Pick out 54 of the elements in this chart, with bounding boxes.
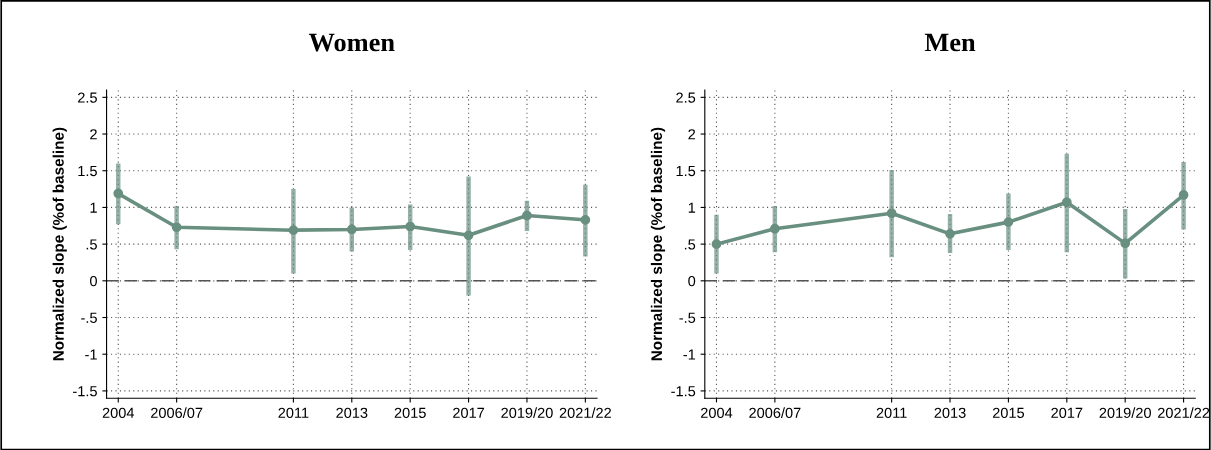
x-tick-label: 2021/22 xyxy=(559,407,611,418)
point xyxy=(1061,197,1072,208)
y-tick-label: -1 xyxy=(683,349,696,360)
point xyxy=(113,188,124,199)
y-axis-title: Normalized slope (%of baseline) xyxy=(52,127,67,361)
point xyxy=(463,230,474,241)
point xyxy=(886,208,897,219)
point xyxy=(1003,217,1014,227)
y-tick-label: 2.5 xyxy=(676,92,696,103)
x-tick-label: 2021/22 xyxy=(1157,407,1210,418)
point xyxy=(288,225,299,236)
x-tick-label: 2019/20 xyxy=(501,407,553,418)
y-tick-label: 1 xyxy=(90,202,97,213)
y-tick-label: 2 xyxy=(688,129,696,140)
y-tick-label: -1.5 xyxy=(671,386,696,397)
point xyxy=(945,228,955,239)
x-tick-label: 2004 xyxy=(700,407,733,418)
y-tick-label: .5 xyxy=(684,239,696,250)
y-tick-label: -.5 xyxy=(81,312,97,323)
point xyxy=(711,239,722,249)
x-tick-label: 2019/20 xyxy=(1099,407,1151,418)
x-tick-label: 2017 xyxy=(453,407,485,418)
point xyxy=(770,223,780,234)
x-tick-label: 2004 xyxy=(102,407,135,418)
x-tick-label: 2006/07 xyxy=(749,407,801,418)
y-tick-label: 1.5 xyxy=(78,165,97,177)
y-tick-label: -.5 xyxy=(679,312,696,323)
y-tick-label: 0 xyxy=(90,275,97,287)
point xyxy=(1178,190,1189,200)
x-tick-label: 2011 xyxy=(876,407,907,418)
point xyxy=(405,221,416,232)
y-tick-label: 2.5 xyxy=(78,92,97,103)
y-tick-label: -1.5 xyxy=(73,386,97,397)
y-tick-label: 0 xyxy=(688,275,696,287)
x-tick-label: 2017 xyxy=(1051,407,1083,418)
x-tick-label: 2011 xyxy=(278,407,309,418)
x-tick-label: 2015 xyxy=(394,407,426,418)
point xyxy=(580,215,591,225)
y-tick-label: .5 xyxy=(86,239,97,250)
y-tick-label: 1.5 xyxy=(676,165,696,177)
chart-title: Women xyxy=(308,33,395,52)
chart-title: Men xyxy=(924,33,976,52)
y-tick-label: -1 xyxy=(85,349,97,360)
y-tick-label: 2 xyxy=(90,129,97,140)
x-tick-label: 2006/07 xyxy=(151,407,203,418)
point xyxy=(1120,238,1131,249)
y-tick-label: 1 xyxy=(688,202,696,213)
point xyxy=(522,210,532,221)
x-tick-label: 2013 xyxy=(934,407,966,418)
x-tick-label: 2015 xyxy=(992,407,1025,418)
point xyxy=(171,222,182,233)
x-tick-label: 2013 xyxy=(336,407,368,418)
point xyxy=(346,224,357,235)
y-axis-title: Normalized slope (%of baseline) xyxy=(650,127,666,361)
